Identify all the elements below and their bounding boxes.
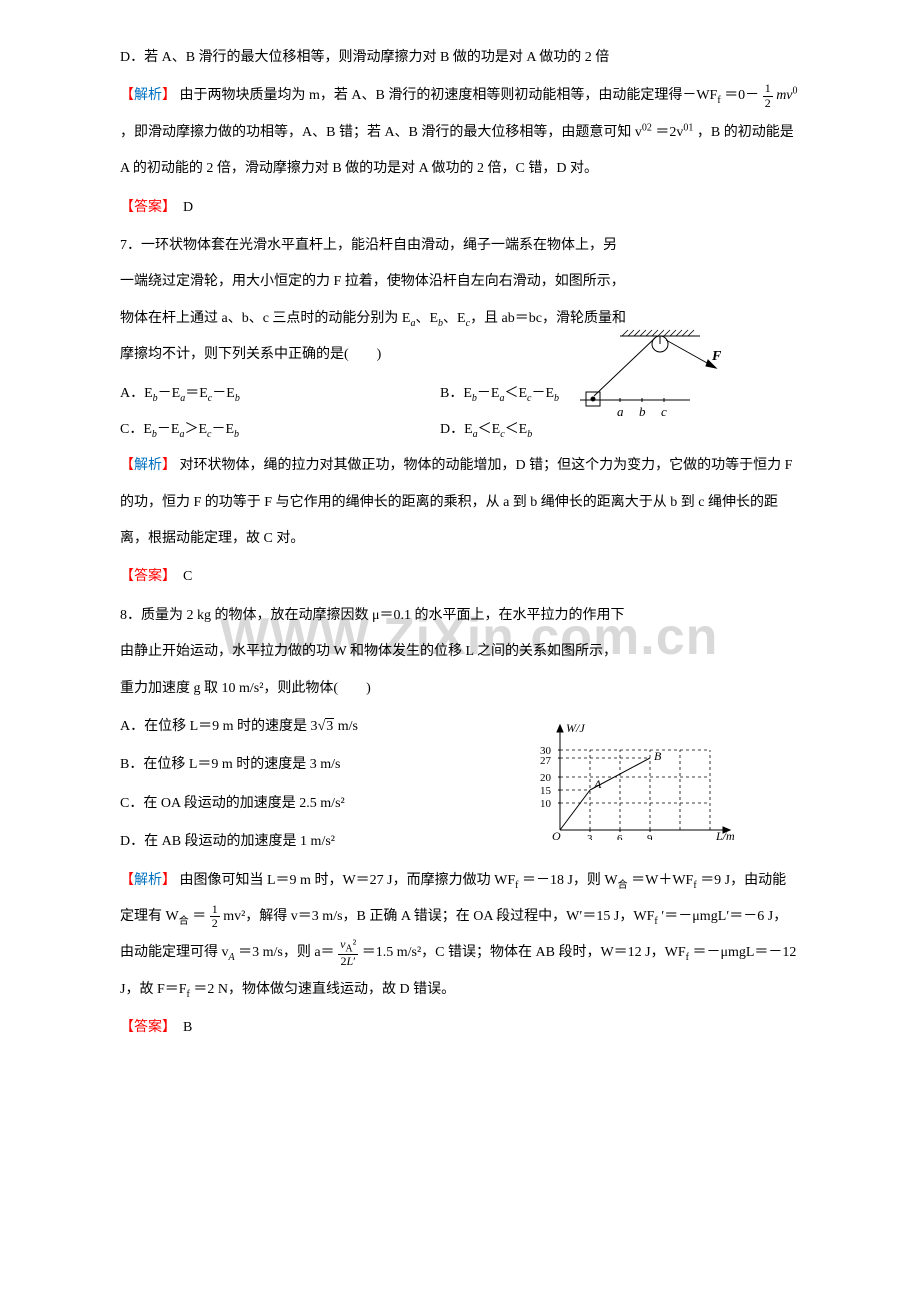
- q6-ana-t2: ＝0－: [724, 88, 759, 103]
- sub-f: f: [717, 95, 720, 106]
- frac-half: 12: [763, 82, 773, 109]
- sup-01: 01: [683, 122, 693, 133]
- q7-optA: A．Eb－Ea＝Ec－Eb: [120, 376, 440, 412]
- q8-chart: W/J L/m 30 27 20 15 10 O 3 6 9 A B: [530, 720, 740, 840]
- q7-optC: C．Eb－Ea＞Ec－Eb: [120, 412, 440, 448]
- q8-answer: 【答案】 B: [120, 1010, 800, 1046]
- chart-x3: 3: [587, 833, 593, 840]
- chart-x6: 6: [617, 833, 623, 840]
- q7-stem2a: 、E: [415, 311, 438, 326]
- q7-analysis-text: 对环状物体，绳的拉力对其做正功，物体的动能增加，D 错；但这个力为变力，它做的功…: [120, 458, 792, 546]
- q7-figure: F a b c: [580, 326, 730, 426]
- analysis-label-open: 【: [120, 88, 134, 103]
- q7-number: 7．: [120, 238, 141, 253]
- q6-option-d: D．若 A、B 滑行的最大位移相等，则滑动摩擦力对 B 做的功是对 A 做功的 …: [120, 40, 800, 76]
- q8-stem-text: 质量为 2 kg 的物体，放在动摩擦因数 μ＝0.1 的水平面上，在水平拉力的作…: [120, 608, 625, 696]
- chart-origin: O: [552, 829, 561, 840]
- q7-answer: 【答案】 C: [120, 559, 800, 595]
- q6-ana-t4: ，即滑动摩擦力做的功相等，A、B 错；若 A、B 滑行的最大位移相等，由题意可知…: [120, 125, 642, 140]
- q7-stem: 7．一环状物体套在光滑水平直杆上，能沿杆自由滑动，绳子一端系在物体上，另一端绕过…: [120, 228, 630, 374]
- page-content: D．若 A、B 滑行的最大位移相等，则滑动摩擦力对 B 做的功是对 A 做功的 …: [120, 40, 800, 1047]
- chart-y10: 10: [540, 798, 552, 810]
- q7-stem2b: 、E: [443, 311, 466, 326]
- answer-label: 【答案】: [120, 200, 169, 215]
- analysis-label-close: 】: [162, 88, 176, 103]
- analysis-label-mid: 解析: [134, 88, 162, 103]
- q6-answer: 【答案】 D: [120, 190, 800, 226]
- q7-optD: D．Ea＜Ec＜Eb: [440, 412, 532, 448]
- chart-y20: 20: [540, 772, 552, 784]
- chart-pointA: A: [593, 777, 602, 791]
- q8-analysis: 【解析】 由图像可知当 L＝9 m 时，W＝27 J，而摩擦力做功 WFf ＝－…: [120, 863, 800, 1009]
- q7-answer-value: C: [183, 569, 192, 584]
- chart-x9: 9: [647, 833, 653, 840]
- q7-optB: B．Eb－Ea＜Ec－Eb: [440, 376, 559, 412]
- q6-analysis: 【解析】 由于两物块质量均为 m，若 A、B 滑行的初速度相等则初动能相等，由动…: [120, 78, 800, 187]
- q6-ana-t3: mv: [776, 88, 792, 103]
- sup-02: 02: [642, 122, 652, 133]
- fig1-c: c: [661, 404, 667, 419]
- q6-answer-value: D: [183, 200, 193, 215]
- chart-ylabel: W/J: [566, 721, 585, 735]
- q7-analysis: 【解析】 对环状物体，绳的拉力对其做正功，物体的动能增加，D 错；但这个力为变力…: [120, 448, 800, 557]
- q8-number: 8．: [120, 608, 141, 623]
- q6-ana-t1: 由于两物块质量均为 m，若 A、B 滑行的初速度相等则初动能相等，由动能定理得－…: [180, 88, 718, 103]
- fig1-a: a: [617, 404, 624, 419]
- chart-y15: 15: [540, 785, 552, 797]
- fig1-b: b: [639, 404, 646, 419]
- chart-xlabel: L/m: [715, 829, 735, 840]
- q8-answer-value: B: [183, 1020, 192, 1035]
- chart-pointB: B: [654, 749, 662, 763]
- chart-y27: 27: [540, 755, 552, 767]
- q6-ana-t5: ＝2v: [655, 125, 683, 140]
- sup-0: 0: [793, 86, 798, 97]
- fig1-F: F: [711, 349, 722, 364]
- q8-stem: 8．质量为 2 kg 的物体，放在动摩擦因数 μ＝0.1 的水平面上，在水平拉力…: [120, 598, 630, 707]
